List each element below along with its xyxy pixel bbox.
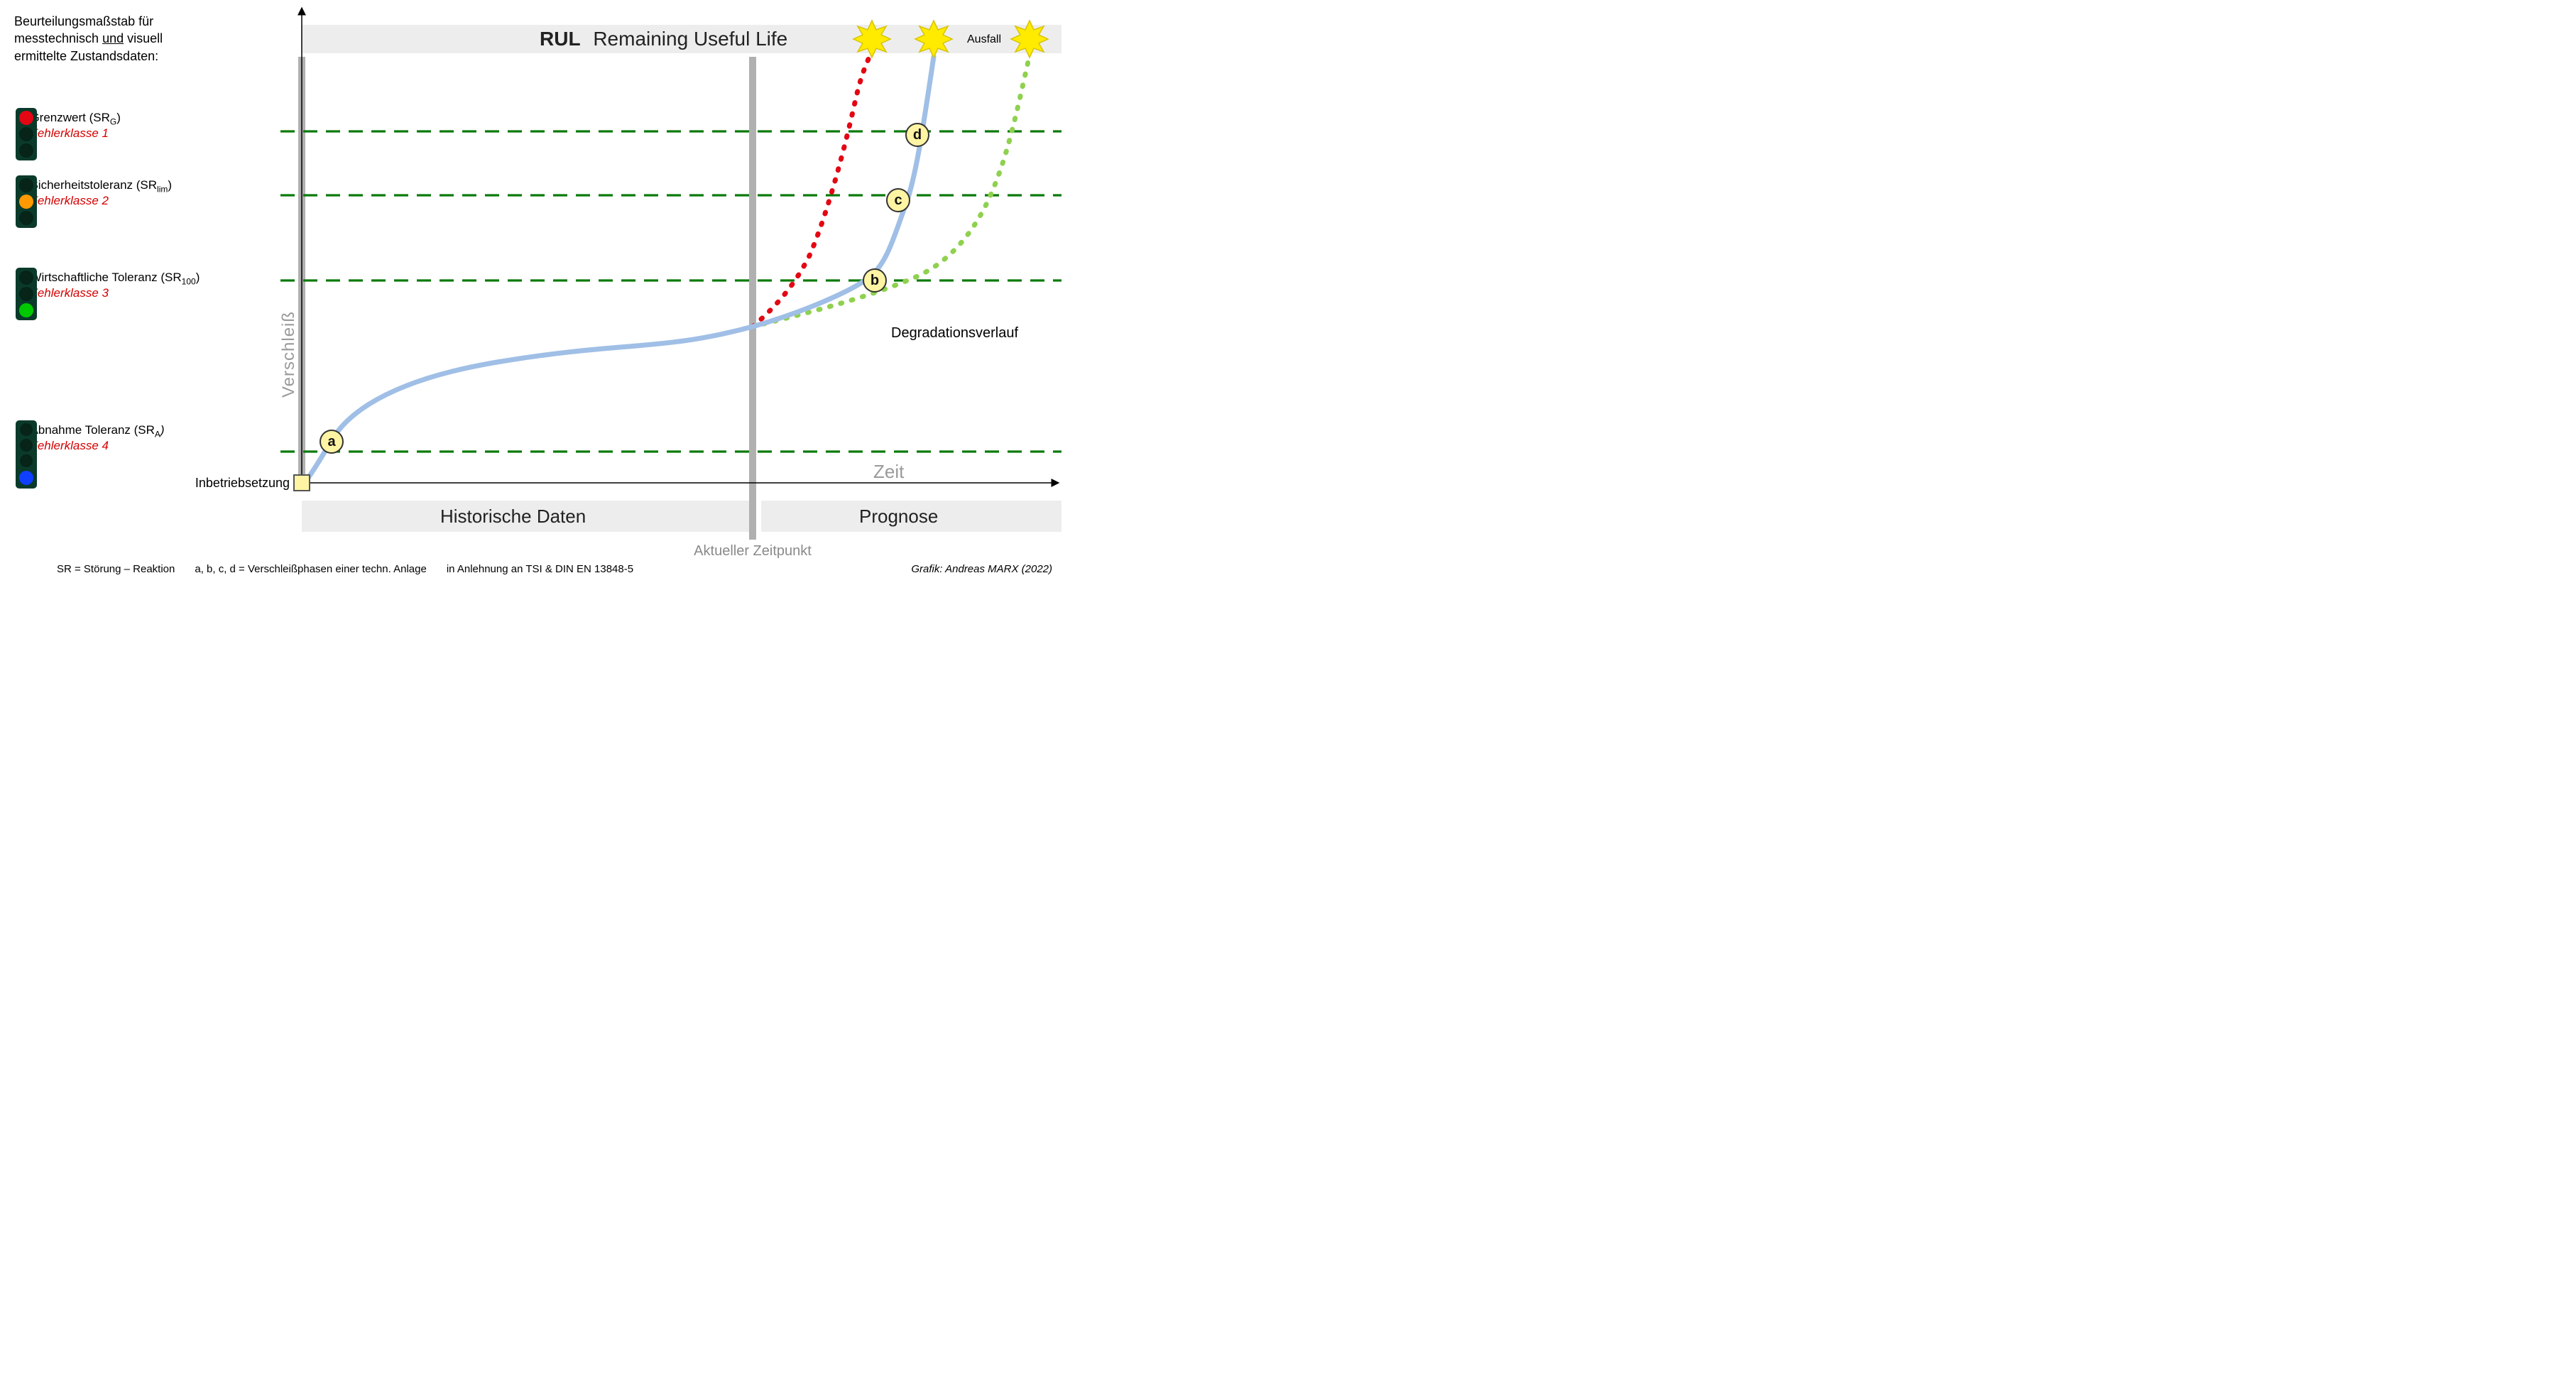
inbetrieb-label: Inbetriebsetzung — [195, 476, 290, 490]
footer: SR = Störung – Reaktion a, b, c, d = Ver… — [57, 563, 1052, 575]
diagram-svg: RUL Remaining Useful Life Historische Da… — [0, 0, 1074, 579]
footer-credit: Grafik: Andreas MARX (2022) — [911, 563, 1052, 575]
degradation-label: Degradationsverlauf — [891, 325, 1018, 341]
start-marker — [294, 475, 310, 491]
curve-expected — [307, 57, 934, 480]
marker-a: a — [320, 430, 343, 453]
rul-diagram: Beurteilungsmaßstab für messtechnisch un… — [0, 0, 1074, 579]
svg-text:a: a — [327, 434, 336, 449]
rul-label: RUL Remaining Useful Life — [540, 28, 787, 50]
footer-ref: in Anlehnung an TSI & DIN EN 13848-5 — [447, 563, 633, 575]
marker-c: c — [887, 189, 910, 212]
footer-sr: SR = Störung – Reaktion — [57, 563, 175, 575]
svg-text:d: d — [913, 127, 922, 143]
marker-b: b — [863, 269, 886, 292]
ausfall-label: Ausfall — [967, 33, 1001, 45]
y-axis-label: Verschleiß — [279, 311, 298, 398]
marker-d: d — [906, 124, 929, 146]
historical-label: Historische Daten — [440, 506, 586, 527]
svg-text:c: c — [894, 192, 902, 208]
prognosis-label: Prognose — [859, 506, 938, 527]
footer-phases: a, b, c, d = Verschleißphasen einer tech… — [195, 563, 426, 575]
svg-text:b: b — [871, 273, 879, 288]
x-axis-label: Zeit — [873, 461, 905, 482]
current-time-label: Aktueller Zeitpunkt — [694, 543, 812, 559]
